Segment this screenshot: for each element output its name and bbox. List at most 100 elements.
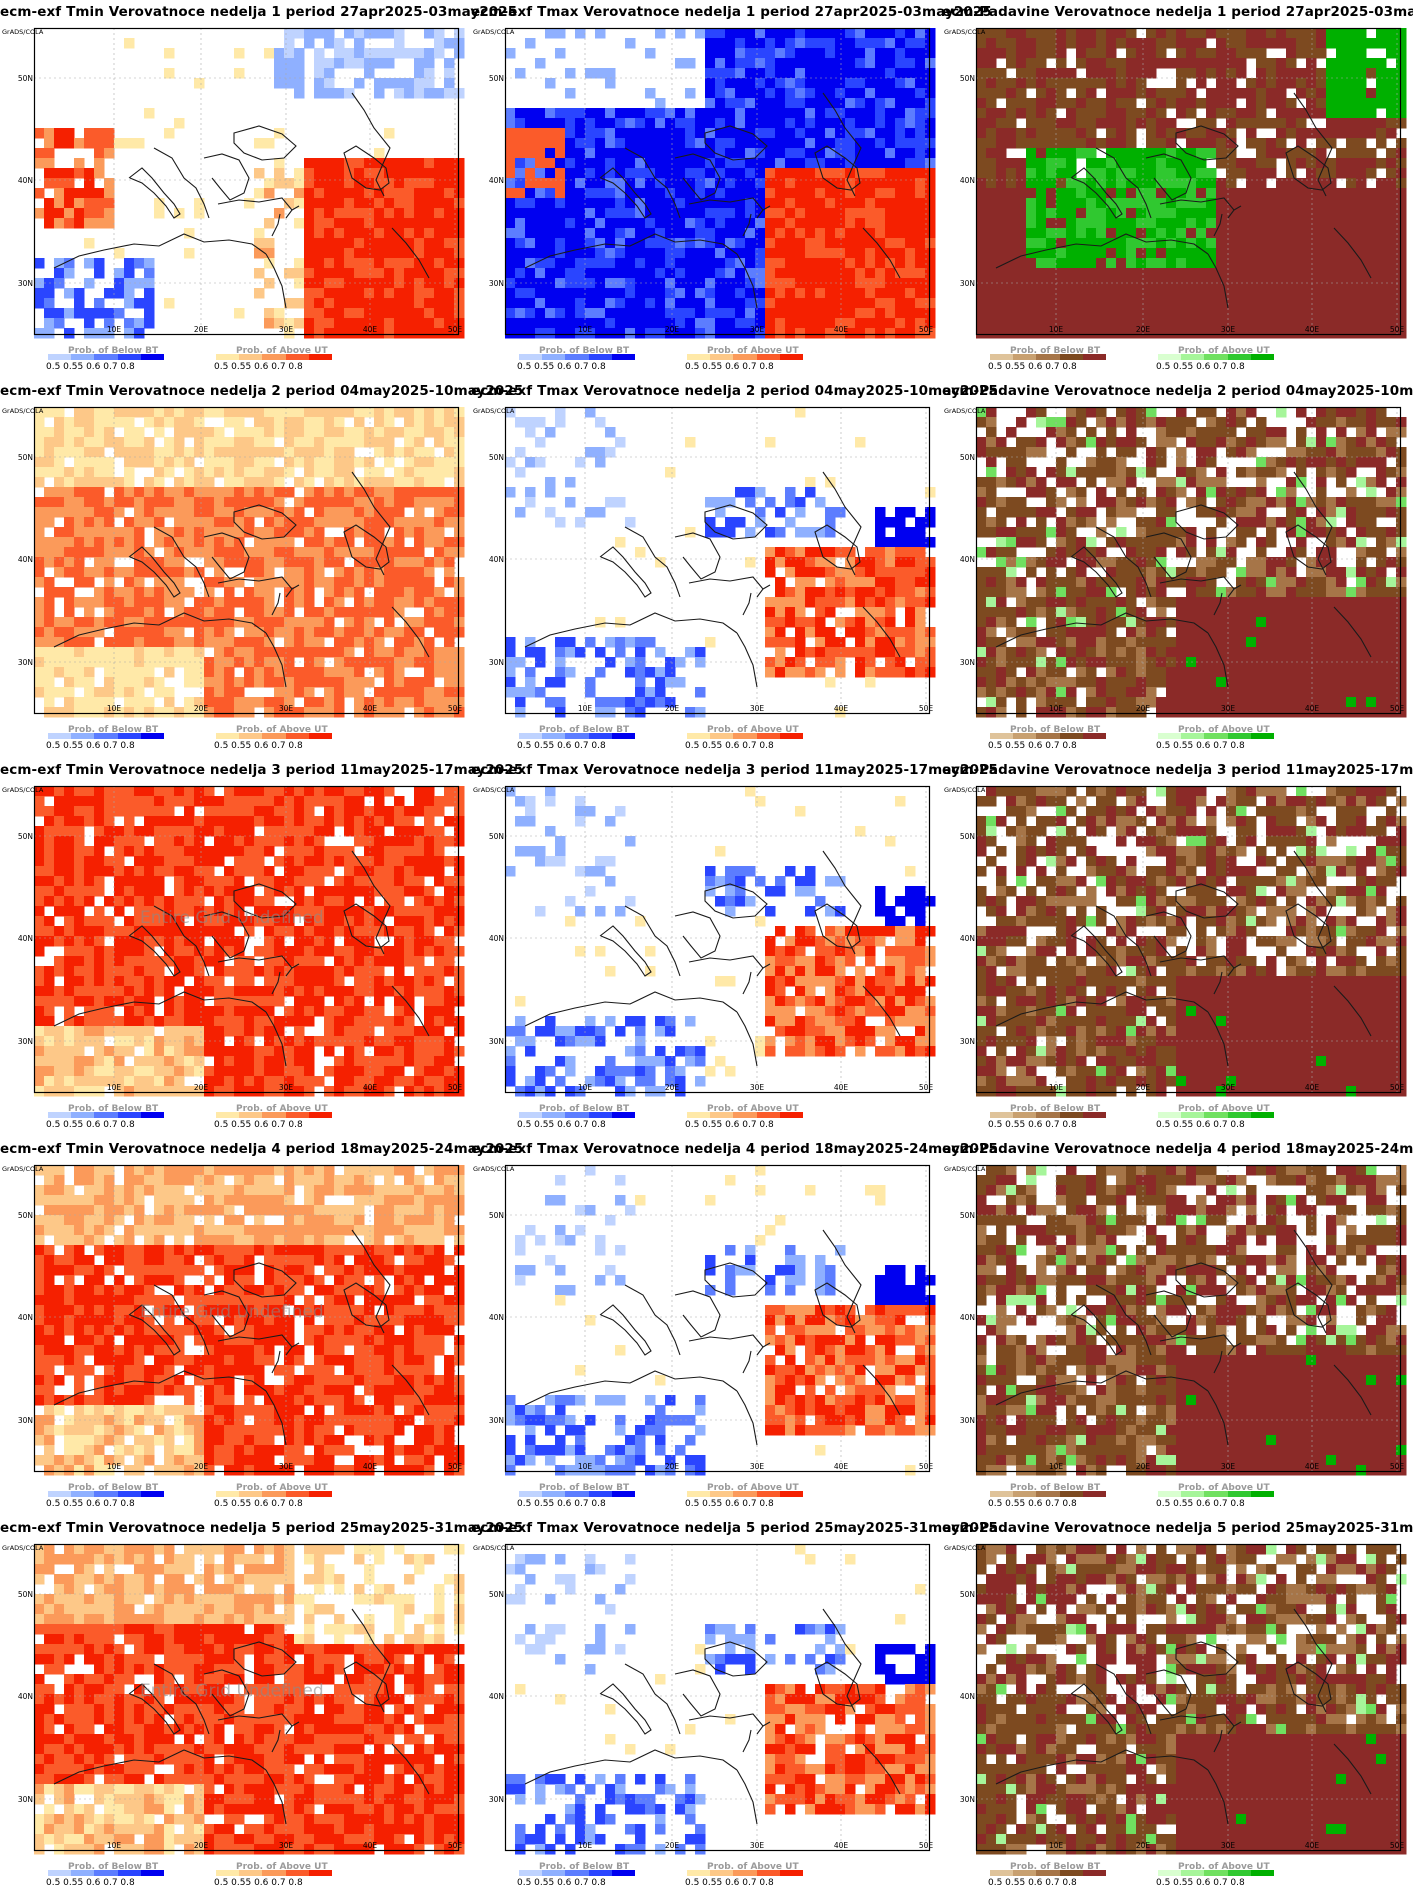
grads-label: GrADS/COLA (473, 1544, 515, 1552)
lat-tick-label: 50N (960, 74, 975, 83)
legend-swatch (542, 733, 566, 739)
legend-swatch (756, 1112, 780, 1118)
legend-swatch (117, 733, 141, 739)
lon-tick-label: 30E (1221, 325, 1236, 334)
lon-tick-label: 20E (194, 1841, 209, 1850)
panel-title: ecm-exf Tmin Verovatnoce nedelja 2 perio… (0, 383, 524, 399)
legend-tick-labels: 0.5 0.55 0.6 0.7 0.8 (46, 741, 135, 751)
lat-tick-label: 40N (18, 176, 33, 185)
legend-swatch (71, 354, 95, 360)
lon-tick-label: 30E (750, 1462, 765, 1471)
lon-tick-label: 30E (750, 325, 765, 334)
legend-swatch (239, 733, 263, 739)
legend-swatch (687, 1491, 711, 1497)
lat-tick-label: 30N (18, 1416, 33, 1425)
lat-tick-label: 30N (18, 279, 33, 288)
lat-tick-label: 30N (960, 1795, 975, 1804)
legend-tick-labels: 0.5 0.55 0.6 0.7 0.8 (46, 362, 135, 372)
lon-tick-label: 30E (279, 1083, 294, 1092)
probability-map: 10E 20E 30E 40E 50E 50N 40N 30N (489, 1164, 936, 1476)
legend-swatch (565, 354, 589, 360)
lon-tick-label: 30E (279, 704, 294, 713)
legend-colorbar: Prob. of Below BT 0.5 0.55 0.6 0.7 0.8 (46, 715, 176, 755)
legend-tick-labels: 0.5 0.55 0.6 0.7 0.8 (46, 1120, 135, 1130)
lat-tick-label: 50N (489, 453, 504, 462)
legend-swatch (140, 1112, 165, 1118)
grads-label: GrADS/COLA (2, 1544, 44, 1552)
legend-swatch (1013, 354, 1037, 360)
legend-swatch (687, 1112, 711, 1118)
lat-tick-label: 30N (960, 1416, 975, 1425)
probability-map: 10E 20E 30E 40E 50E 50N 40N 30N (960, 1164, 1407, 1476)
lon-tick-label: 50E (448, 325, 463, 334)
map-panel-tmin-week-5: ecm-exf Tmin Verovatnoce nedelja 5 perio… (0, 1516, 524, 1895)
lat-tick-label: 50N (489, 1211, 504, 1220)
lon-tick-label: 40E (1305, 325, 1320, 334)
legend-swatch (239, 1491, 263, 1497)
legend-swatch (588, 1870, 612, 1876)
legend-tick-labels: 0.5 0.55 0.6 0.7 0.8 (685, 1120, 774, 1130)
panel-title: ecm-exf Tmin Verovatnoce nedelja 5 perio… (0, 1520, 524, 1536)
lon-tick-label: 50E (1390, 325, 1405, 334)
grads-label: GrADS/COLA (944, 28, 986, 36)
lat-tick-label: 30N (489, 1795, 504, 1804)
lat-tick-label: 40N (960, 555, 975, 564)
legend-swatch (710, 1870, 734, 1876)
legend-swatch (94, 733, 118, 739)
legend-swatch (1013, 733, 1037, 739)
legend-swatch (565, 1870, 589, 1876)
legend-swatch (262, 1870, 286, 1876)
lon-tick-label: 20E (194, 1462, 209, 1471)
lat-tick-label: 50N (489, 832, 504, 841)
legend-swatch (756, 733, 780, 739)
legend-colorbar: Prob. of Above UT 0.5 0.55 0.6 0.7 0.8 (1156, 1094, 1286, 1134)
panel-title: ecm-Padavine Verovatnoce nedelja 4 perio… (942, 1141, 1413, 1157)
lon-tick-label: 10E (107, 1462, 122, 1471)
lon-tick-label: 30E (1221, 1462, 1236, 1471)
legend-swatch (565, 733, 589, 739)
grads-label: GrADS/COLA (2, 786, 44, 794)
legend-swatch (216, 733, 240, 739)
legend-swatch (588, 1491, 612, 1497)
legend-caption: Prob. of Below BT (539, 1862, 630, 1872)
grads-label: GrADS/COLA (2, 407, 44, 415)
legend-swatch (542, 354, 566, 360)
legend-caption: Prob. of Above UT (707, 1104, 799, 1114)
legend-swatch (565, 1112, 589, 1118)
legend-swatch (519, 733, 543, 739)
legend-caption: Prob. of Below BT (539, 1104, 630, 1114)
lon-tick-label: 30E (750, 1083, 765, 1092)
legend-swatch (779, 1491, 804, 1497)
legend-swatch (990, 1112, 1014, 1118)
lon-tick-label: 50E (448, 1841, 463, 1850)
legend-swatch (588, 733, 612, 739)
lon-tick-label: 30E (750, 704, 765, 713)
grads-label: GrADS/COLA (473, 28, 515, 36)
legend-colorbar: Prob. of Above UT 0.5 0.55 0.6 0.7 0.8 (1156, 715, 1286, 755)
legend-swatch (733, 1112, 757, 1118)
legend-swatch (308, 733, 333, 739)
map-panel-padavine-week-4: ecm-Padavine Verovatnoce nedelja 4 perio… (942, 1137, 1413, 1516)
legend-swatch (1036, 1112, 1060, 1118)
legend-swatch (1250, 1112, 1275, 1118)
legend-swatch (94, 1870, 118, 1876)
probability-map: 10E 20E 30E 40E 50E 50N 40N 30N (18, 27, 465, 339)
legend-swatch (542, 1870, 566, 1876)
panel-title: ecm-exf Tmax Verovatnoce nedelja 5 perio… (471, 1520, 998, 1536)
lon-tick-label: 50E (1390, 704, 1405, 713)
legend-tick-labels: 0.5 0.55 0.6 0.7 0.8 (1156, 1120, 1245, 1130)
probability-map: 10E 20E 30E 40E 50E 50N 40N 30N (960, 27, 1407, 339)
grads-label: GrADS/COLA (944, 1544, 986, 1552)
lon-tick-label: 20E (665, 325, 680, 334)
lon-tick-label: 20E (194, 1083, 209, 1092)
legend-colorbar: Prob. of Below BT 0.5 0.55 0.6 0.7 0.8 (988, 1473, 1118, 1513)
legend-swatch (588, 1112, 612, 1118)
legend-caption: Prob. of Below BT (1010, 1862, 1101, 1872)
legend-caption: Prob. of Above UT (707, 725, 799, 735)
legend-swatch (1059, 354, 1083, 360)
panel-title: ecm-Padavine Verovatnoce nedelja 2 perio… (942, 383, 1413, 399)
legend-swatch (733, 354, 757, 360)
legend-tick-labels: 0.5 0.55 0.6 0.7 0.8 (988, 1120, 1077, 1130)
probability-map: 10E 20E 30E 40E 50E 50N 40N 30N (960, 785, 1407, 1097)
